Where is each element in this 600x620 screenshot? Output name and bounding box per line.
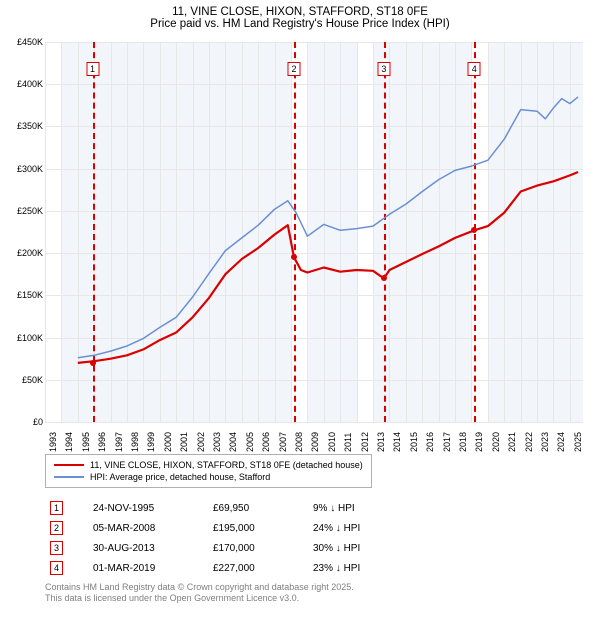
sales-delta: 9% ↓ HPI	[313, 503, 393, 514]
x-tick-label: 1995	[81, 432, 91, 452]
sales-date: 24-NOV-1995	[93, 503, 183, 514]
sales-row: 4 01-MAR-2019 £227,000 23% ↓ HPI	[50, 558, 393, 578]
sales-price: £69,950	[213, 503, 283, 514]
sales-row-marker: 2	[50, 521, 63, 535]
x-tick-label: 2020	[491, 432, 501, 452]
x-tick-label: 2025	[573, 432, 583, 452]
x-tick-label: 1994	[64, 432, 74, 452]
legend-label: HPI: Average price, detached house, Staf…	[90, 472, 270, 482]
legend-item: 11, VINE CLOSE, HIXON, STAFFORD, ST18 0F…	[54, 459, 363, 471]
x-tick-label: 2010	[327, 432, 337, 452]
sale-dot	[471, 227, 477, 233]
series-price_paid	[78, 172, 578, 363]
sales-table: 1 24-NOV-1995 £69,950 9% ↓ HPI 2 05-MAR-2008 £…	[50, 498, 393, 578]
y-tick-label: £100K	[5, 333, 43, 343]
y-tick-label: £200K	[5, 248, 43, 258]
y-tick-label: £150K	[5, 290, 43, 300]
x-tick-label: 2016	[425, 432, 435, 452]
title-line-1: 11, VINE CLOSE, HIXON, STAFFORD, ST18 0F…	[0, 6, 600, 18]
series-hpi	[78, 97, 578, 358]
y-tick-label: £0	[5, 417, 43, 427]
sales-row: 3 30-AUG-2013 £170,000 30% ↓ HPI	[50, 538, 393, 558]
x-tick-label: 2015	[409, 432, 419, 452]
x-tick-label: 2014	[392, 432, 402, 452]
x-tick-label: 2003	[212, 432, 222, 452]
x-tick-label: 2024	[556, 432, 566, 452]
x-tick-label: 1996	[97, 432, 107, 452]
x-tick-label: 1993	[48, 432, 58, 452]
x-tick-label: 2004	[228, 432, 238, 452]
sales-delta: 23% ↓ HPI	[313, 563, 393, 574]
x-tick-label: 2005	[245, 432, 255, 452]
x-tick-label: 1999	[146, 432, 156, 452]
y-tick-label: £250K	[5, 206, 43, 216]
legend-swatch	[54, 464, 84, 467]
x-tick-label: 2007	[278, 432, 288, 452]
x-tick-label: 2019	[474, 432, 484, 452]
chart-area: £0£50K£100K£150K£200K£250K£300K£350K£400…	[45, 42, 583, 422]
x-tick-label: 2017	[442, 432, 452, 452]
x-tick-label: 2001	[179, 432, 189, 452]
sales-date: 01-MAR-2019	[93, 563, 183, 574]
legend-label: 11, VINE CLOSE, HIXON, STAFFORD, ST18 0F…	[90, 460, 363, 470]
x-tick-label: 2021	[507, 432, 517, 452]
chart-lines	[45, 42, 583, 422]
legend-item: HPI: Average price, detached house, Staf…	[54, 471, 363, 483]
chart-title: 11, VINE CLOSE, HIXON, STAFFORD, ST18 0F…	[0, 0, 600, 30]
sales-row: 1 24-NOV-1995 £69,950 9% ↓ HPI	[50, 498, 393, 518]
x-tick-label: 2018	[458, 432, 468, 452]
credit-text: Contains HM Land Registry data © Crown c…	[45, 582, 354, 605]
sale-dot	[381, 275, 387, 281]
sales-price: £195,000	[213, 523, 283, 534]
x-tick-label: 2006	[261, 432, 271, 452]
x-tick-label: 2012	[360, 432, 370, 452]
x-tick-label: 2009	[310, 432, 320, 452]
sale-dot	[90, 360, 96, 366]
x-tick-label: 1998	[130, 432, 140, 452]
sales-price: £170,000	[213, 543, 283, 554]
x-tick-label: 2011	[343, 433, 353, 452]
x-tick-label: 2000	[163, 432, 173, 452]
sale-dot	[291, 254, 297, 260]
legend-swatch	[54, 476, 84, 478]
x-tick-label: 2023	[540, 432, 550, 452]
sales-delta: 30% ↓ HPI	[313, 543, 393, 554]
sales-date: 30-AUG-2013	[93, 543, 183, 554]
sales-row-marker: 4	[50, 561, 63, 575]
sales-row-marker: 3	[50, 541, 63, 555]
credit-line-1: Contains HM Land Registry data © Crown c…	[45, 582, 354, 593]
y-tick-label: £400K	[5, 79, 43, 89]
y-tick-label: £350K	[5, 121, 43, 131]
y-tick-label: £450K	[5, 37, 43, 47]
y-tick-label: £50K	[5, 375, 43, 385]
title-line-2: Price paid vs. HM Land Registry's House …	[0, 18, 600, 30]
sales-delta: 24% ↓ HPI	[313, 523, 393, 534]
x-tick-label: 2002	[196, 432, 206, 452]
x-tick-label: 1997	[114, 432, 124, 452]
x-tick-label: 2022	[524, 432, 534, 452]
sales-date: 05-MAR-2008	[93, 523, 183, 534]
x-tick-label: 2013	[376, 432, 386, 452]
sales-row-marker: 1	[50, 501, 63, 515]
y-tick-label: £300K	[5, 164, 43, 174]
legend: 11, VINE CLOSE, HIXON, STAFFORD, ST18 0F…	[45, 454, 372, 488]
sales-price: £227,000	[213, 563, 283, 574]
sales-row: 2 05-MAR-2008 £195,000 24% ↓ HPI	[50, 518, 393, 538]
x-tick-label: 2008	[294, 432, 304, 452]
credit-line-2: This data is licensed under the Open Gov…	[45, 593, 354, 604]
